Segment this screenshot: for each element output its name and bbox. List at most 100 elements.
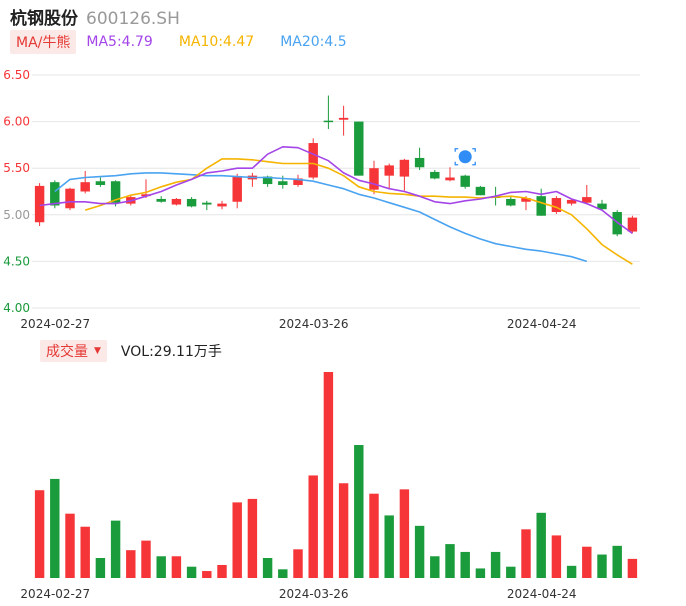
x-tick-label: 2024-02-27 [20, 587, 90, 601]
volume-bar [95, 558, 106, 578]
volume-bar [414, 525, 425, 578]
candle-body [430, 171, 440, 179]
ma5-line [39, 146, 633, 235]
candle-body [399, 159, 410, 177]
stock-code: 600126.SH [86, 9, 180, 29]
volume-button-label: 成交量 [46, 344, 88, 360]
x-tick-label: 2024-03-26 [279, 587, 349, 601]
ma20-line [54, 172, 588, 263]
volume-bar [141, 540, 151, 578]
y-tick-label: 6.00 [3, 115, 30, 129]
volume-bar [597, 554, 607, 578]
volume-bar [430, 556, 440, 578]
y-tick-label: 6.50 [3, 68, 30, 82]
volume-bar [536, 512, 546, 578]
x-tick-label: 2024-04-24 [507, 587, 577, 601]
candle-body [369, 168, 379, 190]
candle-body [141, 194, 151, 197]
ma-legend: MA/牛熊 MA5:4.79 MA10:4.47 MA20:4.5 [10, 30, 373, 54]
candle-body [171, 198, 182, 205]
price-y-axis: 6.50 6.00 5.50 5.00 4.50 4.00 [3, 68, 30, 315]
volume-value: VOL:29.11万手 [120, 344, 222, 360]
marker-frame [454, 148, 476, 166]
moving-average-lines [39, 146, 633, 265]
volume-bar [490, 551, 501, 578]
candle-body [384, 165, 394, 176]
x-tick-label: 2024-04-24 [507, 317, 577, 331]
volume-bar [202, 571, 212, 578]
volume-bar [217, 564, 227, 578]
candle-body [414, 157, 425, 168]
y-tick-label: 4.00 [3, 301, 30, 315]
y-tick-label: 4.50 [3, 254, 30, 268]
signal-badge-icon [454, 148, 476, 166]
candle-body [460, 175, 470, 187]
volume-indicator-button[interactable]: 成交量 ▼ [40, 340, 107, 362]
ma-toggle-button[interactable]: MA/牛熊 [10, 30, 77, 54]
candle-body [217, 203, 227, 207]
volume-bar [278, 569, 288, 578]
ma20-legend: MA20:4.5 [280, 34, 347, 50]
candle-body [627, 217, 638, 232]
stock-name: 杭钢股份 [10, 9, 78, 29]
candle-body [232, 176, 242, 202]
volume-bar [521, 529, 531, 578]
volume-bar [110, 520, 121, 578]
volume-bar [247, 498, 258, 578]
volume-bar [399, 489, 410, 578]
ma10-legend: MA10:4.47 [178, 34, 255, 50]
candle-body [50, 182, 60, 206]
volume-bar [384, 515, 394, 578]
volume-bar [551, 535, 562, 578]
candle-body [186, 198, 197, 207]
candle-body [323, 120, 334, 123]
volume-bar [232, 502, 242, 578]
ma10-line [84, 158, 633, 265]
price-x-axis: 2024-02-27 2024-03-26 2024-04-24 [20, 317, 576, 331]
volume-bar [126, 550, 136, 578]
volume-bar [369, 493, 379, 578]
volume-legend: 成交量 ▼ VOL:29.11万手 [40, 340, 222, 362]
volume-bar [34, 490, 45, 578]
volume-bar [582, 546, 592, 578]
candle-body [308, 143, 318, 178]
candle-body [506, 198, 516, 206]
candle-body [445, 177, 455, 181]
volume-bar [323, 372, 334, 578]
candle-body [110, 181, 121, 203]
volume-bar [65, 513, 75, 578]
volume-series [34, 372, 638, 578]
volume-bar [80, 526, 90, 578]
stock-header: 杭钢股份 600126.SH [10, 4, 180, 29]
x-tick-label: 2024-03-26 [279, 317, 349, 331]
candle-body [262, 176, 273, 185]
volume-x-axis: 2024-02-27 2024-03-26 2024-04-24 [20, 587, 576, 601]
marker-dot [458, 150, 472, 164]
volume-bar [186, 566, 197, 578]
volume-bar [460, 551, 470, 578]
candle-body [536, 196, 546, 216]
candle-body [338, 117, 349, 120]
candle-body [597, 203, 607, 210]
candle-body [551, 198, 562, 213]
volume-bar [171, 556, 182, 578]
caret-down-icon: ▼ [94, 346, 101, 356]
volume-bar [262, 558, 273, 578]
candle-body [34, 185, 45, 223]
price-grid [32, 74, 640, 309]
candle-body [95, 181, 106, 185]
candle-body [278, 181, 288, 185]
candlestick-series [34, 95, 638, 237]
y-tick-label: 5.50 [3, 161, 30, 175]
volume-bar [354, 445, 364, 578]
volume-bar [156, 556, 166, 578]
volume-bar [308, 475, 318, 578]
volume-bar [50, 478, 60, 578]
candle-body [202, 202, 212, 205]
ma5-legend: MA5:4.79 [86, 34, 153, 50]
volume-bar [445, 544, 455, 578]
y-tick-label: 5.00 [3, 208, 30, 222]
volume-bar [506, 566, 516, 578]
candle-body [293, 178, 303, 185]
